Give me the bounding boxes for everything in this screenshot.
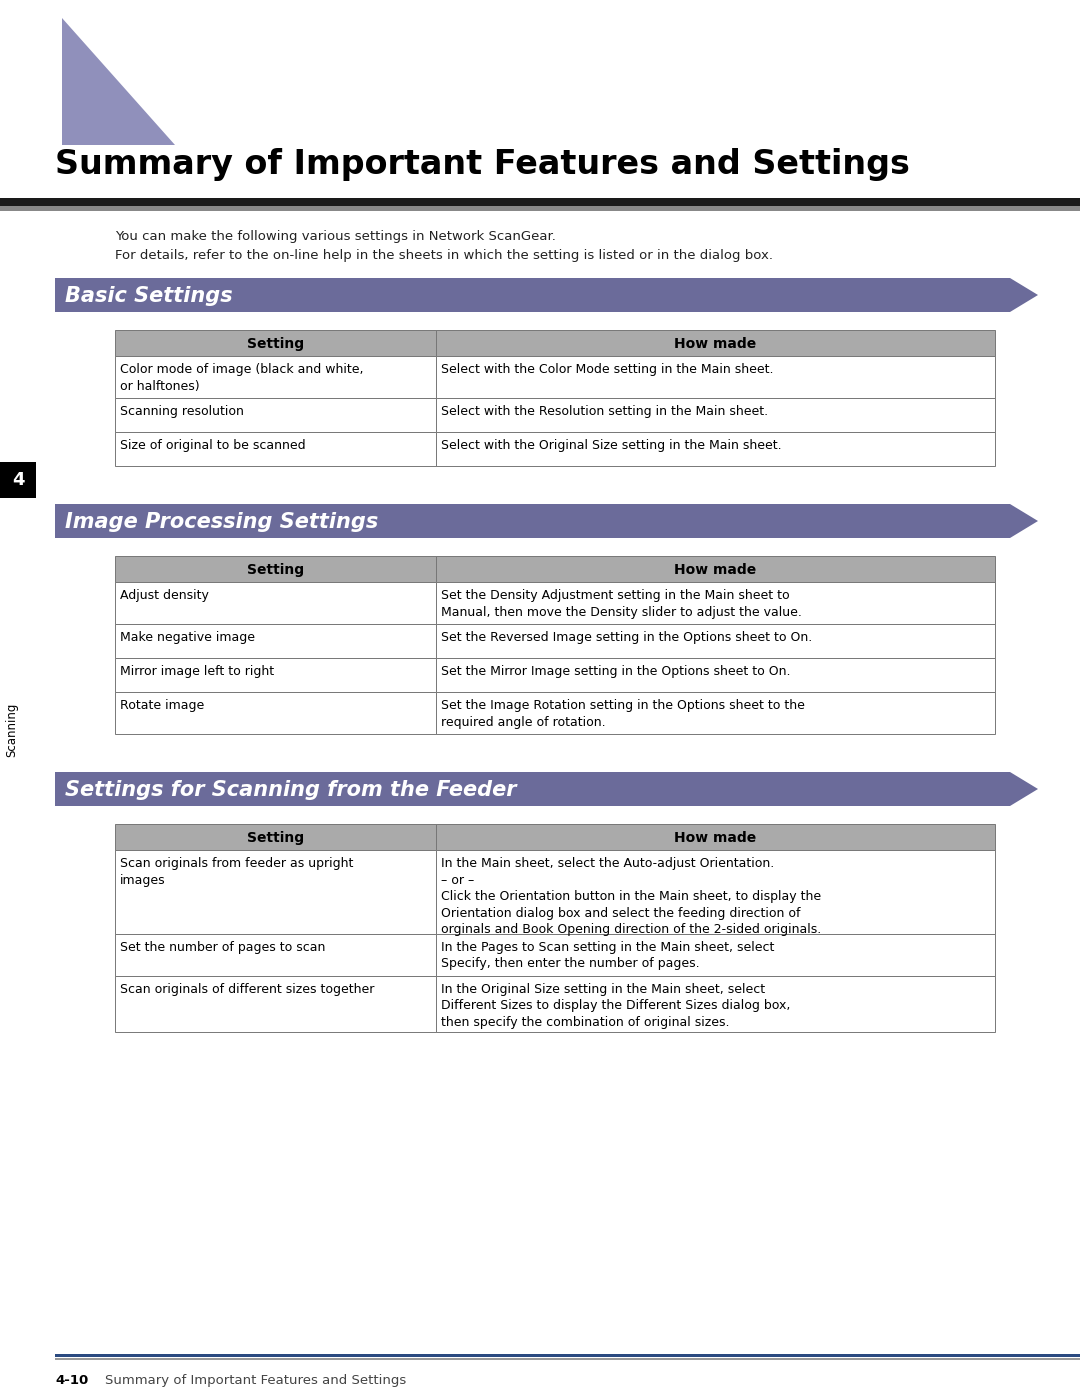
Text: How made: How made [675,337,757,351]
Text: Adjust density: Adjust density [120,589,208,602]
Bar [436,432,995,466]
Text: Summary of Important Features and Settings: Summary of Important Features and Settin… [55,149,909,180]
Text: Size of original to be scanned: Size of original to be scanned [120,439,306,452]
Bar [436,934,995,976]
Bar [55,1355,1080,1357]
Bar [114,432,436,466]
Bar [55,772,1010,806]
Bar [436,976,995,1033]
Text: Color mode of image (black and white,
or halftones): Color mode of image (black and white, or… [120,364,364,393]
Text: 4-10: 4-10 [55,1374,89,1387]
Text: Set the Mirror Image setting in the Options sheet to On.: Set the Mirror Image setting in the Opti… [442,665,791,677]
Text: In the Pages to Scan setting in the Main sheet, select
Specify, then enter the n: In the Pages to Scan setting in the Main… [442,941,774,970]
Bar [436,658,995,693]
Polygon shape [1010,504,1038,539]
Text: Summary of Important Features and Settings: Summary of Important Features and Settin… [105,1374,406,1387]
Text: Scanning: Scanning [5,702,18,758]
Bar [436,398,995,432]
Bar [436,625,995,658]
Text: Set the Reversed Image setting in the Options sheet to On.: Set the Reversed Image setting in the Op… [442,632,812,644]
Bar [55,1357,1080,1360]
Text: Scanning resolution: Scanning resolution [120,405,244,418]
Text: In the Main sheet, select the Auto-adjust Orientation.
– or –
Click the Orientat: In the Main sheet, select the Auto-adjus… [442,856,822,936]
Bar [114,625,436,658]
Text: Select with the Color Mode setting in the Main sheet.: Select with the Color Mode setting in th… [442,364,773,376]
Text: Make negative image: Make negative image [120,632,255,644]
Bar [114,658,436,693]
Bar [114,824,436,849]
Bar [114,693,436,734]
Text: Mirror image left to right: Mirror image left to right [120,665,274,677]
Text: Scan originals of different sizes together: Scan originals of different sizes togeth… [120,983,375,997]
Bar [436,557,995,582]
Bar [436,849,995,934]
Text: Setting: Setting [247,564,305,577]
Bar [436,582,995,625]
Polygon shape [1010,772,1038,806]
Bar [436,824,995,849]
Text: How made: How made [675,564,757,577]
Bar [436,693,995,734]
Text: Setting: Setting [247,831,305,845]
Bar [114,934,436,976]
Text: Set the Density Adjustment setting in the Main sheet to
Manual, then move the De: Set the Density Adjustment setting in th… [442,589,802,619]
Text: Set the Image Rotation setting in the Options sheet to the
required angle of rot: Set the Image Rotation setting in the Op… [442,700,805,729]
Text: Setting: Setting [247,337,305,351]
Bar [114,355,436,398]
Text: Select with the Resolution setting in the Main sheet.: Select with the Resolution setting in th… [442,405,768,418]
Bar [436,355,995,398]
Text: You can make the following various settings in Network ScanGear.: You can make the following various setti… [114,230,556,243]
Bar [114,557,436,582]
Bar [55,504,1010,539]
Bar [114,330,436,355]
Text: Image Processing Settings: Image Processing Settings [65,512,378,532]
Bar [114,976,436,1033]
Bar [114,582,436,625]
Text: Rotate image: Rotate image [120,700,204,712]
Bar [0,205,1080,211]
Text: For details, refer to the on-line help in the sheets in which the setting is lis: For details, refer to the on-line help i… [114,248,773,262]
Text: Select with the Original Size setting in the Main sheet.: Select with the Original Size setting in… [442,439,782,452]
Text: 4: 4 [12,471,24,489]
Bar [114,398,436,432]
Bar [0,462,36,498]
Bar [114,849,436,934]
Text: Scan originals from feeder as upright
images: Scan originals from feeder as upright im… [120,856,353,887]
Polygon shape [1010,278,1038,312]
Polygon shape [62,18,175,144]
Bar [55,278,1010,312]
Text: Set the number of pages to scan: Set the number of pages to scan [120,941,325,954]
Text: In the Original Size setting in the Main sheet, select
Different Sizes to displa: In the Original Size setting in the Main… [442,983,791,1029]
Bar [436,330,995,355]
Text: How made: How made [675,831,757,845]
Text: Basic Settings: Basic Settings [65,286,232,305]
Text: Settings for Scanning from the Feeder: Settings for Scanning from the Feeder [65,780,516,799]
Bar [0,198,1080,205]
